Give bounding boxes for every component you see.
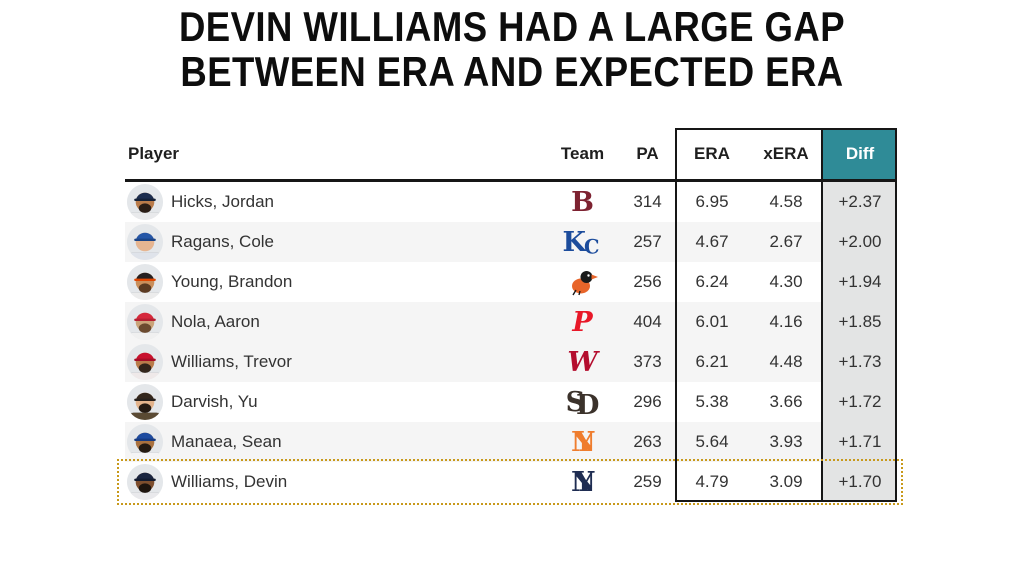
player-avatar [125, 302, 171, 342]
player-headshot-icon [126, 423, 164, 461]
player-avatar [125, 342, 171, 382]
title-line-2: BETWEEN ERA AND EXPECTED ERA [180, 48, 844, 95]
diff-value: +1.71 [823, 422, 897, 462]
xera-value: 4.48 [769, 352, 803, 371]
player-avatar [125, 222, 171, 262]
diff-value: +1.94 [823, 262, 897, 302]
era-value: 5.64 [695, 432, 729, 451]
table-header-row: Player Team PA ERA xERA Diff [125, 128, 897, 182]
player-name: Williams, Devin [171, 472, 288, 491]
xera-value: 4.16 [769, 312, 803, 331]
pa-value: 404 [633, 312, 662, 331]
era-xera-table: Player Team PA ERA xERA Diff Hicks, Jord… [117, 128, 903, 505]
page-title: DEVIN WILLIAMS HAD A LARGE GAP BETWEEN E… [0, 4, 1024, 94]
player-headshot-icon [126, 263, 164, 301]
team-logo-icon [545, 262, 620, 302]
diff-value: +1.85 [823, 302, 897, 342]
player-name: Ragans, Cole [171, 232, 275, 251]
era-value: 6.01 [695, 312, 729, 331]
player-name: Young, Brandon [171, 272, 293, 291]
xera-value: 3.09 [769, 472, 803, 491]
table-row: Williams, Trevor W 373 6.21 4.48 +1.73 [125, 342, 897, 382]
pa-value: 314 [633, 192, 662, 211]
title-line-1: DEVIN WILLIAMS HAD A LARGE GAP [178, 3, 846, 50]
team-logo-icon: B [571, 186, 594, 218]
player-headshot-icon [126, 223, 164, 261]
table-row: Nola, Aaron P 404 6.01 4.16 +1.85 [125, 302, 897, 342]
player-name: Manaea, Sean [171, 432, 282, 451]
era-value: 6.95 [695, 192, 729, 211]
player-headshot-icon [126, 303, 164, 341]
player-headshot-icon [126, 383, 164, 421]
player-headshot-icon [126, 343, 164, 381]
era-value: 6.24 [695, 272, 729, 291]
player-avatar [125, 422, 171, 462]
diff-value: +1.70 [823, 462, 897, 502]
player-avatar [125, 382, 171, 422]
era-value: 4.79 [695, 472, 729, 491]
xera-value: 2.67 [769, 232, 803, 251]
player-name: Williams, Trevor [171, 352, 292, 371]
table-body: Hicks, Jordan B 314 6.95 4.58 +2.37 Raga… [117, 182, 903, 505]
header-team: Team [560, 143, 605, 163]
pa-value: 256 [633, 272, 662, 291]
player-avatar [125, 462, 171, 502]
header-era: ERA [694, 143, 730, 163]
xera-value: 4.58 [769, 192, 803, 211]
player-headshot-icon [126, 183, 164, 221]
player-name: Darvish, Yu [171, 392, 258, 411]
table-row: Young, Brandon 256 6.24 4.30 +1.94 [125, 262, 897, 302]
player-avatar [125, 262, 171, 302]
diff-value: +1.73 [823, 342, 897, 382]
xera-value: 4.30 [769, 272, 803, 291]
header-player: Player [128, 143, 180, 163]
xera-value: 3.66 [769, 392, 803, 411]
diff-value: +1.72 [823, 382, 897, 422]
team-logo-icon: P [572, 306, 593, 338]
pa-value: 259 [633, 472, 662, 491]
diff-value: +2.37 [823, 182, 897, 222]
header-diff: Diff [823, 128, 897, 179]
pa-value: 257 [633, 232, 662, 251]
team-logo-icon: W [567, 346, 598, 378]
xera-value: 3.93 [769, 432, 803, 451]
player-headshot-icon [126, 463, 164, 501]
era-value: 5.38 [695, 392, 729, 411]
header-pa: PA [636, 143, 659, 163]
pa-value: 263 [633, 432, 662, 451]
era-value: 6.21 [695, 352, 729, 371]
era-value: 4.67 [695, 232, 729, 251]
pa-value: 296 [633, 392, 662, 411]
diff-value: +2.00 [823, 222, 897, 262]
pa-value: 373 [633, 352, 662, 371]
player-name: Nola, Aaron [171, 312, 260, 331]
table-row: Hicks, Jordan B 314 6.95 4.58 +2.37 [125, 182, 897, 222]
header-xera: xERA [763, 143, 809, 163]
player-avatar [125, 182, 171, 222]
player-name: Hicks, Jordan [171, 192, 274, 211]
